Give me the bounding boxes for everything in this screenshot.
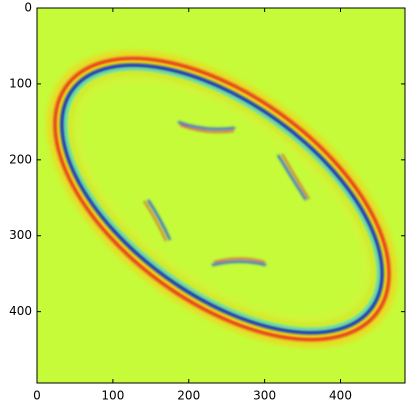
y-tick-label: 200	[9, 152, 32, 166]
y-tick-label: 300	[9, 228, 32, 242]
x-tick-label: 200	[177, 389, 200, 403]
x-tick-label: 100	[101, 389, 124, 403]
y-tick-label: 400	[9, 304, 32, 318]
y-tick-label: 0	[24, 1, 32, 15]
x-tick-label: 400	[329, 389, 352, 403]
wave-ring	[46, 50, 398, 348]
y-tick-label: 100	[9, 76, 32, 90]
plot-frame	[36, 7, 406, 384]
x-tick-label: 300	[253, 389, 276, 403]
image	[37, 8, 405, 383]
inner-fronts	[143, 120, 310, 267]
x-tick-label: 0	[33, 389, 41, 403]
